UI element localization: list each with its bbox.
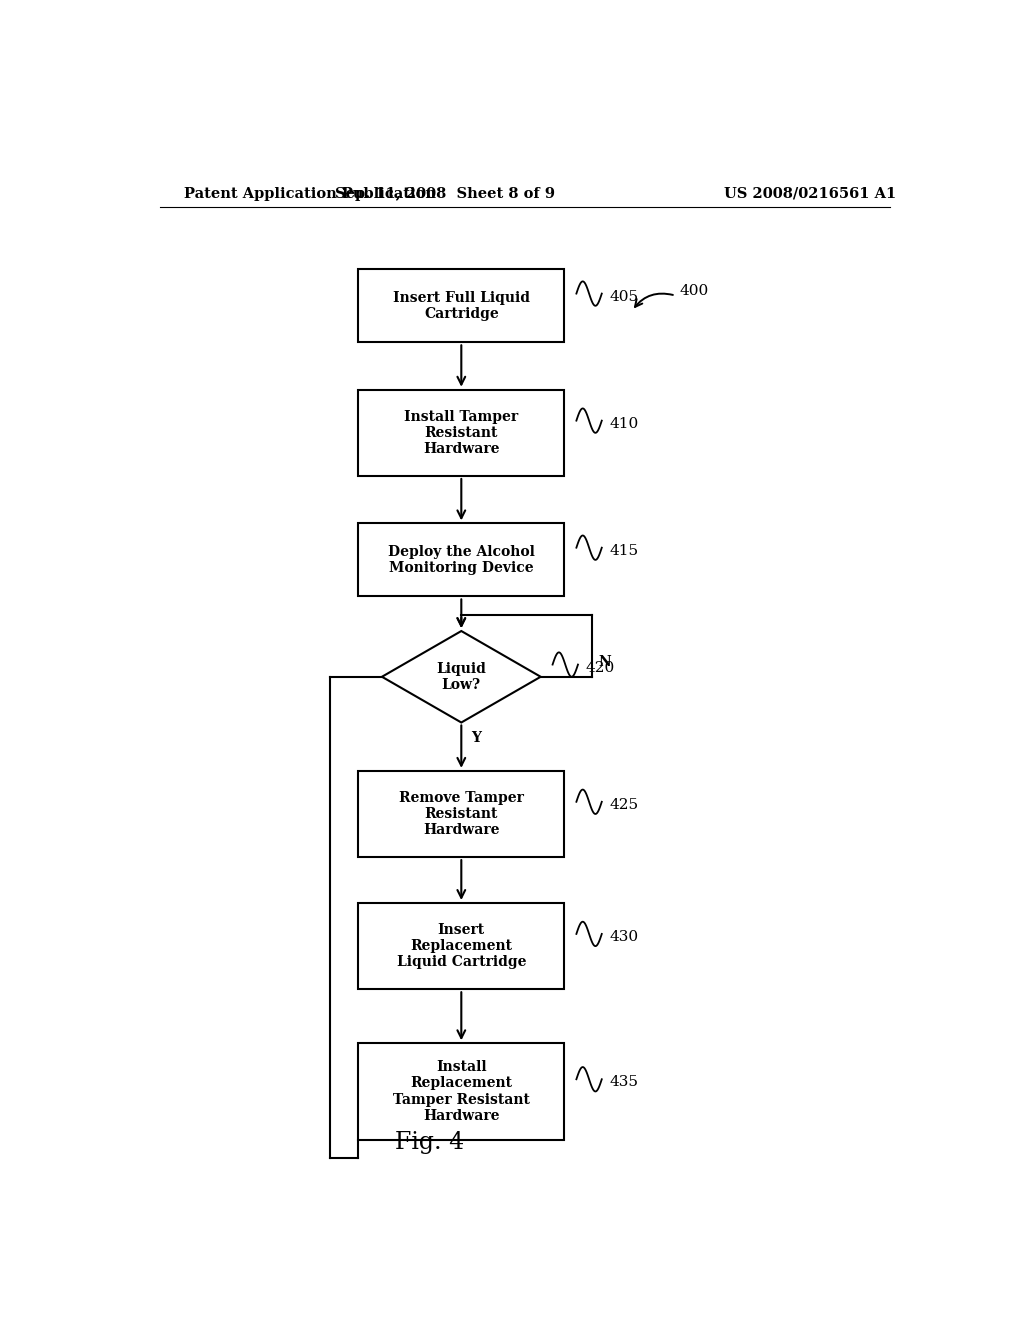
Text: 420: 420	[586, 660, 615, 675]
Text: Install Tamper
Resistant
Hardware: Install Tamper Resistant Hardware	[404, 409, 518, 455]
Text: Sep. 11, 2008  Sheet 8 of 9: Sep. 11, 2008 Sheet 8 of 9	[336, 187, 555, 201]
Bar	[358, 389, 564, 477]
Bar	[358, 269, 564, 342]
Text: US 2008/0216561 A1: US 2008/0216561 A1	[724, 187, 897, 201]
Text: Fig. 4: Fig. 4	[395, 1131, 464, 1155]
Text: 425: 425	[609, 797, 639, 812]
Text: 400: 400	[680, 284, 709, 297]
Text: Liquid
Low?: Liquid Low?	[436, 661, 486, 692]
Bar	[358, 771, 564, 857]
Text: 430: 430	[609, 931, 639, 944]
Bar	[358, 523, 564, 597]
Text: Remove Tamper
Resistant
Hardware: Remove Tamper Resistant Hardware	[399, 791, 523, 837]
Text: 435: 435	[609, 1076, 639, 1089]
Text: 405: 405	[609, 289, 639, 304]
Text: N: N	[599, 655, 611, 669]
Text: 410: 410	[609, 417, 639, 430]
Text: 415: 415	[609, 544, 639, 558]
Text: Patent Application Publication: Patent Application Publication	[183, 187, 435, 201]
Bar	[358, 903, 564, 989]
Text: Install
Replacement
Tamper Resistant
Hardware: Install Replacement Tamper Resistant Har…	[393, 1060, 529, 1123]
Bar	[358, 1043, 564, 1139]
Text: Insert Full Liquid
Cartridge: Insert Full Liquid Cartridge	[393, 290, 529, 321]
Text: Insert
Replacement
Liquid Cartridge: Insert Replacement Liquid Cartridge	[396, 923, 526, 969]
Text: Deploy the Alcohol
Monitoring Device: Deploy the Alcohol Monitoring Device	[388, 545, 535, 576]
Polygon shape	[382, 631, 541, 722]
Text: Y: Y	[471, 731, 481, 744]
